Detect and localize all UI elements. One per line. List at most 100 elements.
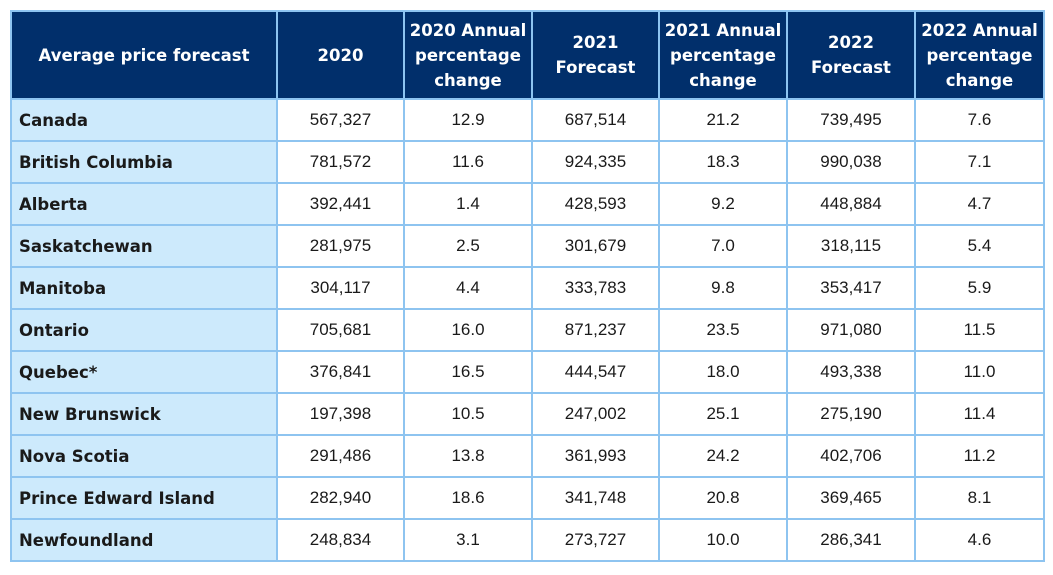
table-row: Saskatchewan 281,975 2.5 301,679 7.0 318,115 5… [10, 224, 1045, 268]
column-header-line: percentage [670, 45, 776, 65]
table-row: Ontario 705,681 16.0 871,237 23.5 971,080 11.5 [10, 308, 1045, 352]
value-cell: 971,080 [786, 308, 916, 352]
value-cell: 25.1 [658, 392, 788, 436]
table-row: Prince Edward Island 282,940 18.6 341,748 20… [10, 476, 1045, 520]
column-header-line: 2022 Annual [921, 20, 1038, 40]
value-cell: 392,441 [276, 182, 405, 226]
value-cell: 281,975 [276, 224, 405, 268]
column-header-line: change [434, 70, 502, 90]
region-name-cell: British Columbia [10, 140, 278, 184]
value-cell: 781,572 [276, 140, 405, 184]
table-row: Quebec* 376,841 16.5 444,547 18.0 493,338 11.0 [10, 350, 1045, 394]
column-header-2: 2020 Annual percentage change [403, 10, 533, 100]
column-header-4: 2021 Annual percentage change [658, 10, 788, 100]
value-cell: 7.0 [658, 224, 788, 268]
column-header-line: Average price forecast [38, 45, 250, 65]
value-cell: 687,514 [531, 98, 660, 142]
column-header-line: percentage [926, 45, 1033, 65]
value-cell: 11.4 [914, 392, 1045, 436]
value-cell: 353,417 [786, 266, 916, 310]
column-header-3: 2021 Forecast [531, 10, 660, 100]
price-forecast-table-wrapper: Average price forecast 2020 2020 Annual per… [10, 10, 1045, 562]
value-cell: 18.3 [658, 140, 788, 184]
value-cell: 369,465 [786, 476, 916, 520]
table-row: British Columbia 781,572 11.6 924,335 18.3 99… [10, 140, 1045, 184]
value-cell: 247,002 [531, 392, 660, 436]
value-cell: 428,593 [531, 182, 660, 226]
value-cell: 7.1 [914, 140, 1045, 184]
column-header-line: 2021 Annual [664, 20, 782, 40]
value-cell: 402,706 [786, 434, 916, 478]
value-cell: 9.8 [658, 266, 788, 310]
value-cell: 304,117 [276, 266, 405, 310]
value-cell: 24.2 [658, 434, 788, 478]
value-cell: 275,190 [786, 392, 916, 436]
table-row: Manitoba 304,117 4.4 333,783 9.8 353,417 5.9 [10, 266, 1045, 310]
header-row: Average price forecast 2020 2020 Annual per… [10, 10, 1045, 100]
column-header-line: change [945, 70, 1014, 90]
value-cell: 444,547 [531, 350, 660, 394]
value-cell: 567,327 [276, 98, 405, 142]
value-cell: 11.2 [914, 434, 1045, 478]
value-cell: 990,038 [786, 140, 916, 184]
value-cell: 16.0 [403, 308, 533, 352]
table-row: New Brunswick 197,398 10.5 247,002 25.1 275,1… [10, 392, 1045, 436]
value-cell: 5.4 [914, 224, 1045, 268]
value-cell: 9.2 [658, 182, 788, 226]
value-cell: 21.2 [658, 98, 788, 142]
column-header-1: 2020 [276, 10, 405, 100]
value-cell: 11.6 [403, 140, 533, 184]
value-cell: 12.9 [403, 98, 533, 142]
region-name-cell: Quebec* [10, 350, 278, 394]
value-cell: 10.0 [658, 518, 788, 562]
value-cell: 2.5 [403, 224, 533, 268]
value-cell: 448,884 [786, 182, 916, 226]
value-cell: 1.4 [403, 182, 533, 226]
value-cell: 286,341 [786, 518, 916, 562]
price-forecast-table: Average price forecast 2020 2020 Annual per… [10, 10, 1045, 562]
column-header-line: 2020 [317, 45, 364, 65]
value-cell: 361,993 [531, 434, 660, 478]
value-cell: 4.7 [914, 182, 1045, 226]
value-cell: 11.5 [914, 308, 1045, 352]
value-cell: 3.1 [403, 518, 533, 562]
value-cell: 341,748 [531, 476, 660, 520]
value-cell: 18.6 [403, 476, 533, 520]
value-cell: 7.6 [914, 98, 1045, 142]
value-cell: 10.5 [403, 392, 533, 436]
value-cell: 4.6 [914, 518, 1045, 562]
value-cell: 16.5 [403, 350, 533, 394]
region-name-cell: Manitoba [10, 266, 278, 310]
value-cell: 197,398 [276, 392, 405, 436]
value-cell: 493,338 [786, 350, 916, 394]
column-header-line: 2022 Forecast [811, 33, 891, 77]
table-row: Alberta 392,441 1.4 428,593 9.2 448,884 4.7 [10, 182, 1045, 226]
value-cell: 301,679 [531, 224, 660, 268]
value-cell: 5.9 [914, 266, 1045, 310]
value-cell: 318,115 [786, 224, 916, 268]
value-cell: 273,727 [531, 518, 660, 562]
value-cell: 11.0 [914, 350, 1045, 394]
value-cell: 23.5 [658, 308, 788, 352]
value-cell: 4.4 [403, 266, 533, 310]
column-header-line: percentage [415, 45, 521, 65]
table-row: Canada 567,327 12.9 687,514 21.2 739,495 7.6 [10, 98, 1045, 142]
table-body: Canada 567,327 12.9 687,514 21.2 739,495 7.6 Br… [10, 98, 1045, 562]
value-cell: 871,237 [531, 308, 660, 352]
region-name-cell: Alberta [10, 182, 278, 226]
region-name-cell: Ontario [10, 308, 278, 352]
table-row: Newfoundland 248,834 3.1 273,727 10.0 286,341… [10, 518, 1045, 562]
value-cell: 8.1 [914, 476, 1045, 520]
region-name-cell: Canada [10, 98, 278, 142]
value-cell: 705,681 [276, 308, 405, 352]
value-cell: 13.8 [403, 434, 533, 478]
column-header-5: 2022 Forecast [786, 10, 916, 100]
value-cell: 291,486 [276, 434, 405, 478]
value-cell: 248,834 [276, 518, 405, 562]
column-header-line: 2021 Forecast [555, 33, 636, 77]
value-cell: 20.8 [658, 476, 788, 520]
region-name-cell: Saskatchewan [10, 224, 278, 268]
value-cell: 739,495 [786, 98, 916, 142]
region-name-cell: Prince Edward Island [10, 476, 278, 520]
value-cell: 924,335 [531, 140, 660, 184]
